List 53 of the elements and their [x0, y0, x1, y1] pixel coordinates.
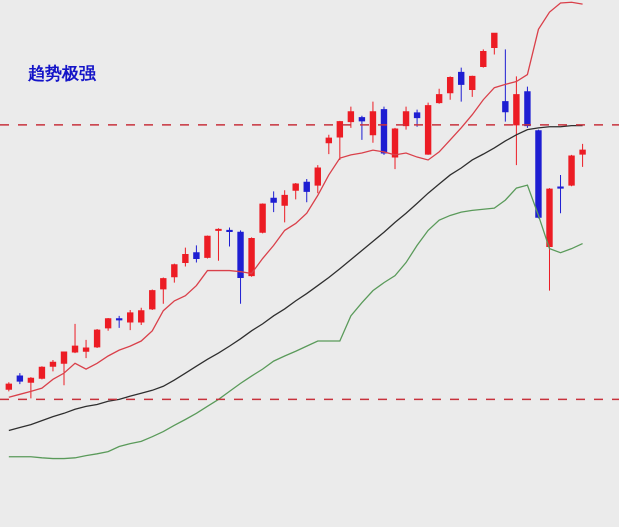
- candlestick: [370, 101, 376, 144]
- candlestick: [82, 339, 90, 359]
- candlestick: [50, 360, 56, 372]
- candlestick: [127, 309, 134, 331]
- candlestick: [469, 75, 476, 98]
- candlestick: [248, 236, 255, 278]
- candlestick: [182, 247, 189, 268]
- candlestick: [259, 202, 266, 234]
- candlestick: [414, 109, 420, 128]
- candlestick: [535, 129, 542, 219]
- candlestick: [193, 244, 200, 264]
- candlestick: [524, 86, 531, 128]
- candlestick: [215, 228, 222, 262]
- candlestick: [314, 164, 321, 194]
- candlestick: [104, 318, 112, 332]
- candlestick: [557, 174, 564, 214]
- candlestick: [304, 178, 310, 203]
- candlestick: [402, 106, 410, 130]
- candlestick: [446, 76, 454, 100]
- candlestick: [16, 372, 24, 385]
- candlestick: [326, 134, 332, 155]
- candlestick: [502, 48, 509, 122]
- candlestick: [6, 382, 12, 392]
- candlestick: [171, 263, 178, 284]
- candlestick: [480, 48, 486, 68]
- candlestick: [513, 76, 520, 166]
- candlestick: [204, 235, 211, 260]
- candlestick: [336, 120, 344, 160]
- annotation: 趋势极强: [27, 64, 97, 84]
- candlestick: [94, 328, 100, 348]
- candlestick: [568, 154, 575, 187]
- candlestick: [160, 277, 166, 304]
- candlestick: [436, 88, 442, 104]
- candlestick: [72, 323, 78, 354]
- candlestick: [226, 227, 233, 247]
- candlestick: [424, 102, 432, 156]
- candlestick: [270, 190, 277, 213]
- candlestick: [138, 307, 144, 326]
- candlestick: [281, 190, 288, 223]
- candlestick: [28, 376, 34, 399]
- candlestick: [237, 230, 244, 304]
- candlestick: [38, 366, 46, 380]
- candlestick: [358, 115, 366, 140]
- candlestick: [546, 188, 553, 292]
- candlestick: [491, 32, 498, 55]
- candlestick: [149, 289, 156, 310]
- candlestick: [348, 106, 354, 128]
- candlestick: [292, 182, 299, 200]
- candlestick: [458, 67, 464, 102]
- candlestick: [392, 127, 398, 170]
- candlestick: [579, 143, 586, 168]
- candlestick: [116, 315, 122, 328]
- candlestick: [60, 351, 68, 386]
